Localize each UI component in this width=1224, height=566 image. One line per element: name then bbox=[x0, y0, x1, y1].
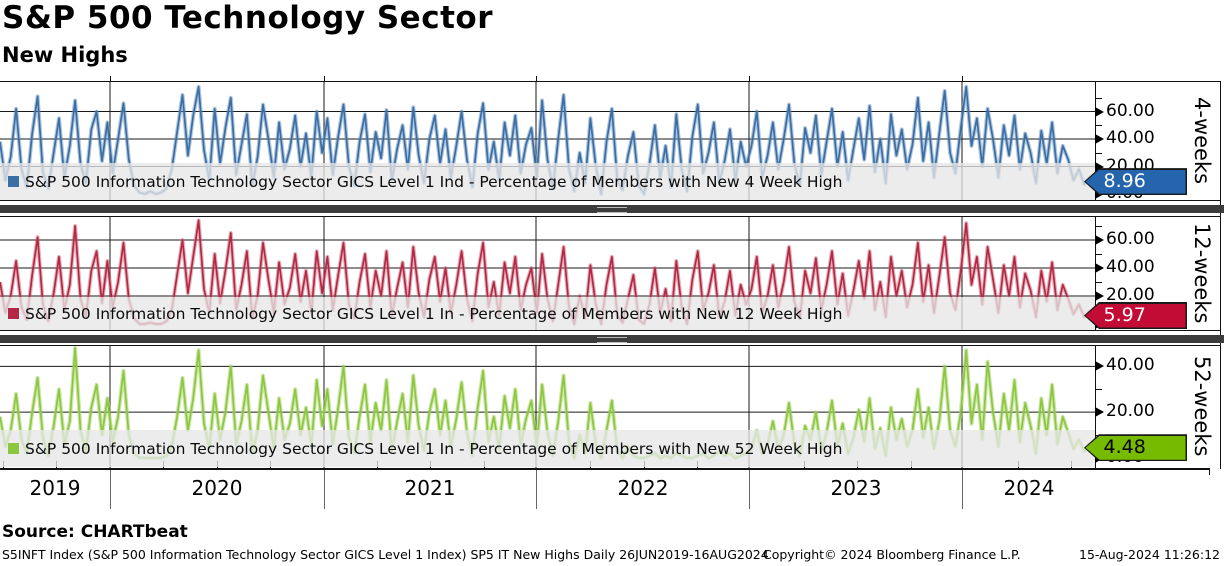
y-tick-label: 60.00 bbox=[1106, 100, 1155, 121]
last-value-label: 5.97 bbox=[1103, 304, 1146, 326]
x-tick-2023: 2023 bbox=[830, 476, 882, 500]
x-year-boundary bbox=[962, 470, 963, 509]
legend-label: S&P 500 Information Technology Sector GI… bbox=[25, 439, 843, 458]
y-tick-label: 20.00 bbox=[1106, 401, 1155, 422]
panel-top-border bbox=[0, 81, 1221, 82]
panel-axis-title: 12-weeks bbox=[1190, 223, 1214, 324]
source-caption: Source: CHARTbeat bbox=[2, 522, 188, 542]
footer-copyright: Copyright© 2024 Bloomberg Finance L.P. bbox=[763, 547, 1021, 562]
y-tick-arrow-icon bbox=[1095, 291, 1104, 301]
x-year-boundary bbox=[536, 470, 537, 509]
y-tick-minor bbox=[1095, 282, 1102, 283]
last-value-label: 4.48 bbox=[1103, 436, 1146, 459]
y-tick-arrow-icon bbox=[1095, 263, 1104, 273]
x-top-tick bbox=[962, 76, 963, 81]
legend-marker-icon bbox=[8, 308, 19, 319]
legend-band: S&P 500 Information Technology Sector GI… bbox=[0, 297, 1095, 330]
x-axis-end-tick bbox=[1209, 468, 1210, 475]
x-tick-2022: 2022 bbox=[617, 476, 669, 500]
x-axis-line bbox=[0, 468, 1210, 470]
last-value-label: 8.96 bbox=[1103, 170, 1146, 193]
y-tick-arrow-icon bbox=[1095, 235, 1104, 245]
x-tick-2020: 2020 bbox=[191, 476, 243, 500]
legend-marker-icon bbox=[8, 176, 19, 187]
legend-band: S&P 500 Information Technology Sector GI… bbox=[0, 163, 1095, 200]
y-tick-label: 20.00 bbox=[1106, 285, 1155, 305]
y-tick-minor bbox=[1095, 254, 1102, 255]
y-tick-minor bbox=[1095, 97, 1102, 99]
series-line-4-weeks bbox=[0, 85, 1095, 195]
y-tick-arrow-icon bbox=[1095, 134, 1104, 144]
x-tick-2021: 2021 bbox=[404, 476, 456, 500]
y-tick-label: 40.00 bbox=[1106, 128, 1155, 148]
y-tick-arrow-icon bbox=[1095, 106, 1104, 117]
y-tick-label: 60.00 bbox=[1106, 229, 1155, 249]
legend-band: S&P 500 Information Technology Sector GI… bbox=[0, 430, 1095, 467]
x-tick-2019: 2019 bbox=[29, 476, 81, 500]
y-tick-minor bbox=[1095, 389, 1102, 391]
x-year-boundary bbox=[324, 470, 325, 509]
panel-12-weeks: S&P 500 Information Technology Sector GI… bbox=[0, 216, 1224, 333]
last-value-badge: 5.97 bbox=[1084, 302, 1187, 329]
page-title: S&P 500 Technology Sector bbox=[2, 0, 493, 36]
panel-axis-title: 52-weeks bbox=[1190, 356, 1214, 457]
footer-ticker-info: S5INFT Index (S&P 500 Information Techno… bbox=[2, 547, 769, 562]
panel-axis-title: 4-weeks bbox=[1190, 97, 1214, 185]
legend-marker-icon bbox=[8, 443, 19, 454]
x-year-boundary bbox=[110, 470, 111, 509]
y-tick-arrow-icon bbox=[1095, 407, 1104, 418]
x-top-tick bbox=[110, 76, 111, 81]
panel-top-border bbox=[0, 216, 1221, 217]
y-tick-label: 40.00 bbox=[1106, 257, 1155, 277]
page-subtitle: New Highs bbox=[2, 43, 128, 67]
y-tick-label: 40.00 bbox=[1106, 355, 1155, 376]
splitter-grip-icon[interactable] bbox=[597, 337, 627, 343]
y-tick-arrow-icon bbox=[1095, 361, 1104, 372]
legend-label: S&P 500 Information Technology Sector GI… bbox=[25, 172, 843, 191]
last-value-badge: 8.96 bbox=[1084, 168, 1187, 196]
y-tick-minor bbox=[1095, 125, 1102, 127]
splitter-grip-icon[interactable] bbox=[597, 207, 627, 213]
y-tick-arrow-icon bbox=[1095, 161, 1104, 172]
x-top-tick bbox=[324, 76, 325, 81]
plot-area-4-weeks[interactable] bbox=[0, 81, 1095, 201]
x-top-tick bbox=[536, 76, 537, 81]
panel-top-border bbox=[0, 345, 1221, 346]
last-value-badge: 4.48 bbox=[1084, 434, 1187, 462]
panel-bottom-border bbox=[0, 200, 1221, 201]
panel-52-weeks: S&P 500 Information Technology Sector GI… bbox=[0, 345, 1224, 468]
y-tick-minor bbox=[1095, 226, 1102, 227]
x-tick-2024: 2024 bbox=[1003, 476, 1055, 500]
footer-timestamp: 15-Aug-2024 11:26:12 bbox=[1079, 547, 1220, 562]
x-top-tick bbox=[749, 76, 750, 81]
legend-label: S&P 500 Information Technology Sector GI… bbox=[25, 304, 843, 323]
panel-splitter[interactable] bbox=[0, 335, 1224, 343]
panel-4-weeks: S&P 500 Information Technology Sector GI… bbox=[0, 81, 1224, 203]
chart-right-border bbox=[1220, 81, 1221, 469]
panel-bottom-border bbox=[0, 330, 1221, 331]
y-axis-line bbox=[1095, 345, 1096, 468]
panel-splitter[interactable] bbox=[0, 205, 1224, 213]
y-tick-minor bbox=[1095, 152, 1102, 154]
x-year-boundary bbox=[749, 470, 750, 509]
y-axis-line bbox=[1095, 216, 1096, 331]
